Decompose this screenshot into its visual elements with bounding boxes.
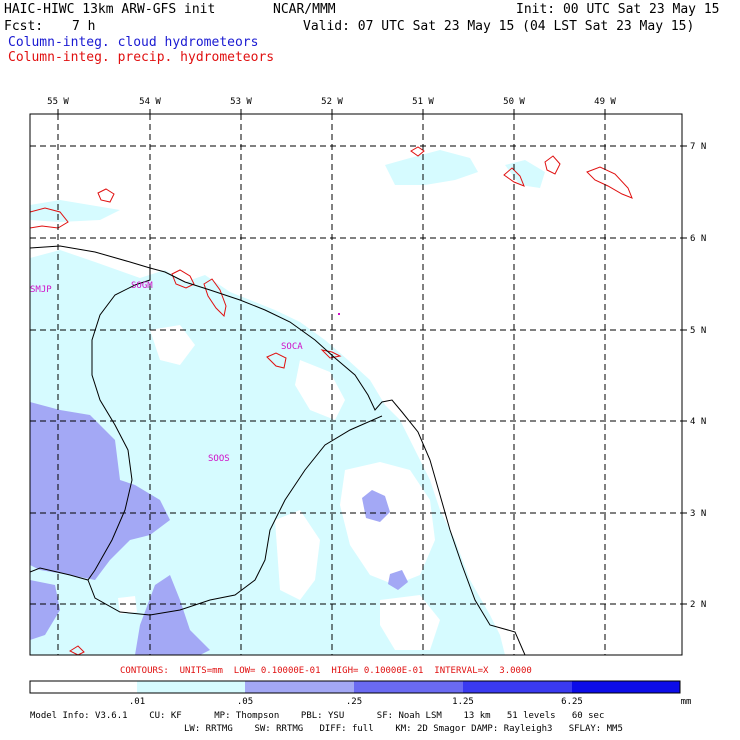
station-label: SOOS bbox=[208, 454, 230, 464]
precip-contour bbox=[320, 349, 342, 359]
precip-contour bbox=[503, 167, 525, 187]
colorbar-tick: .25 bbox=[346, 697, 362, 707]
cloud-region-medium bbox=[30, 402, 170, 580]
cloud-gap bbox=[380, 595, 440, 650]
precip-contours bbox=[30, 146, 633, 655]
lat-label: 3 N bbox=[690, 509, 706, 519]
lat-label: 7 N bbox=[690, 142, 706, 152]
forecast-label: Fcst: bbox=[4, 19, 44, 34]
cloud-gap bbox=[275, 510, 320, 600]
colorbar-tick: .01 bbox=[129, 697, 145, 707]
colorbar-bin bbox=[137, 681, 245, 693]
lon-label: 54 W bbox=[139, 97, 161, 107]
border bbox=[87, 415, 383, 616]
colorbar-bin bbox=[30, 681, 137, 693]
precip-contour bbox=[30, 207, 69, 229]
station-label: SOGM bbox=[131, 281, 153, 291]
border bbox=[30, 268, 151, 581]
precip-contour bbox=[266, 352, 287, 369]
cloud-region-light bbox=[505, 160, 545, 188]
colorbar bbox=[29, 680, 681, 694]
cloud-region-medium bbox=[362, 490, 390, 522]
lon-label: 51 W bbox=[412, 97, 434, 107]
cloud-region-medium bbox=[388, 570, 408, 590]
model-title: HAIC-HIWC 13km ARW-GFS init bbox=[4, 2, 216, 17]
precip-contour bbox=[97, 188, 115, 203]
colorbar-bin bbox=[572, 681, 680, 693]
axis-ticks bbox=[57, 109, 687, 605]
colorbar-bin bbox=[463, 681, 572, 693]
lat-label: 6 N bbox=[690, 234, 706, 244]
cloud-gap bbox=[340, 462, 435, 585]
precip-contour bbox=[203, 278, 227, 318]
cloud-field-label: Column-integ. cloud hydrometeors bbox=[8, 35, 259, 50]
lat-label: 5 N bbox=[690, 326, 706, 336]
station-label: SMJP bbox=[30, 285, 52, 295]
cloud-gap bbox=[150, 325, 195, 365]
valid-time: Valid: 07 UTC Sat 23 May 15 (04 LST Sat … bbox=[303, 19, 695, 34]
precip-contour bbox=[544, 155, 561, 175]
lat-label: 4 N bbox=[690, 417, 706, 427]
lon-label: 55 W bbox=[47, 97, 69, 107]
precip-contour bbox=[410, 146, 425, 157]
colorbar-tick: 1.25 bbox=[452, 697, 474, 707]
init-time: Init: 00 UTC Sat 23 May 15 bbox=[516, 2, 720, 17]
precip-contour bbox=[171, 269, 195, 289]
colorbar-unit: mm bbox=[681, 697, 692, 707]
cloud-gap bbox=[118, 596, 137, 614]
station-label: SOCA bbox=[281, 342, 303, 352]
lat-label: 2 N bbox=[690, 600, 706, 610]
lon-label: 53 W bbox=[230, 97, 252, 107]
precip-field-label: Column-integ. precip. hydrometeors bbox=[8, 50, 275, 65]
graticule bbox=[30, 114, 682, 655]
cloud-region-medium bbox=[30, 580, 60, 640]
coastlines-borders bbox=[30, 245, 526, 655]
lon-label: 52 W bbox=[321, 97, 343, 107]
map-frame bbox=[29, 113, 683, 656]
contour-info: CONTOURS: UNITS=mm LOW= 0.10000E-01 HIGH… bbox=[120, 666, 532, 676]
coastline bbox=[30, 245, 526, 655]
cloud-region-light bbox=[30, 200, 120, 222]
lon-label: 49 W bbox=[594, 97, 616, 107]
colorbar-bin bbox=[354, 681, 463, 693]
lon-label: 50 W bbox=[503, 97, 525, 107]
model-info-line1: Model Info: V3.6.1 CU: KF MP: Thompson P… bbox=[30, 711, 605, 721]
colorbar-bin bbox=[245, 681, 354, 693]
station-marker bbox=[338, 313, 340, 315]
cloud-region-light bbox=[385, 150, 478, 185]
model-info-line2: LW: RRTMG SW: RRTMG DIFF: full KM: 2D Sm… bbox=[184, 724, 623, 734]
colorbar-tick: 6.25 bbox=[561, 697, 583, 707]
cloud-shading bbox=[30, 150, 545, 655]
precip-contour bbox=[586, 166, 633, 199]
colorbar-tick: .05 bbox=[237, 697, 253, 707]
cloud-region-medium bbox=[135, 575, 210, 655]
colorbar-frame bbox=[29, 680, 681, 694]
precip-contour bbox=[68, 645, 85, 655]
org-label: NCAR/MMM bbox=[273, 2, 336, 17]
forecast-hour: 7 h bbox=[72, 19, 96, 34]
